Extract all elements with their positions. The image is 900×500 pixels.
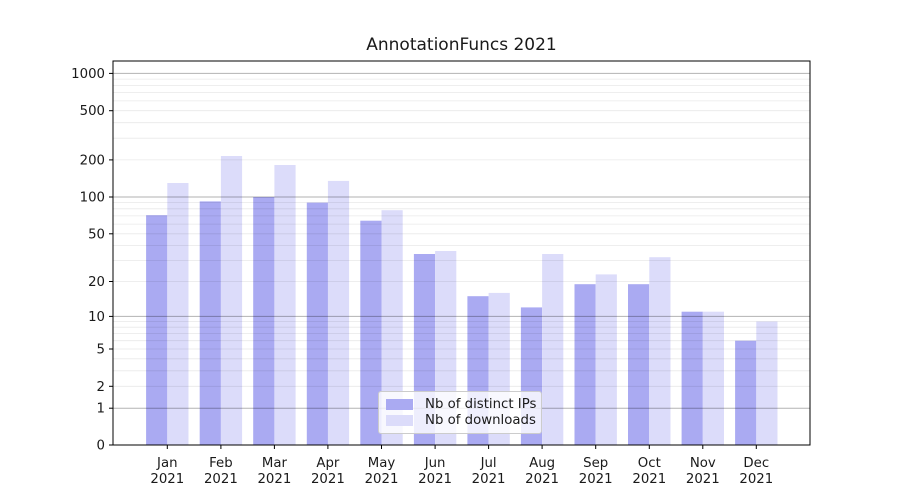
x-tick-label-year: 2021 [257, 472, 291, 487]
x-tick-label-year: 2021 [472, 472, 506, 487]
y-tick-label: 2 [97, 380, 105, 395]
x-tick-label-month: Nov [690, 456, 716, 471]
bar-downloads-dec [756, 321, 778, 445]
x-tick-label-year: 2021 [525, 472, 559, 487]
legend-swatch-distinct-ips [386, 398, 413, 410]
bar-downloads-apr [327, 180, 350, 445]
bar-downloads-nov [702, 311, 724, 445]
bar-distinct-ips-feb [199, 201, 221, 445]
legend-label-downloads: Nb of downloads [425, 413, 536, 429]
bar-distinct-ips-jan [146, 215, 168, 445]
y-tick-label: 20 [88, 275, 105, 290]
bar-downloads-jan [167, 183, 189, 445]
x-tick-label-month: Aug [529, 456, 555, 471]
bar-distinct-ips-may [360, 220, 382, 445]
y-tick-label: 1 [97, 402, 105, 417]
bar-downloads-oct [649, 257, 671, 445]
x-tick-label-month: Oct [638, 456, 661, 471]
y-tick-label: 1000 [71, 67, 105, 82]
y-tick-label: 10 [88, 310, 105, 325]
x-tick-label-year: 2021 [311, 472, 345, 487]
bar-distinct-ips-mar [253, 197, 275, 445]
x-tick-label-year: 2021 [579, 472, 613, 487]
x-tick-label-year: 2021 [365, 472, 399, 487]
x-tick-label-month: Feb [209, 456, 233, 471]
y-tick-label: 50 [88, 227, 105, 242]
bar-distinct-ips-nov [681, 311, 703, 445]
x-tick-label-year: 2021 [632, 472, 666, 487]
x-tick-label-year: 2021 [150, 472, 184, 487]
x-tick-label-month: Jun [424, 456, 446, 471]
x-tick-label-month: May [368, 456, 396, 471]
bar-downloads-may [381, 210, 403, 445]
x-tick-label-year: 2021 [739, 472, 773, 487]
x-tick-label-month: Mar [262, 456, 288, 471]
legend-item-distinct-ips: Nb of distinct IPs [386, 396, 537, 412]
legend-item-downloads: Nb of downloads [386, 413, 536, 429]
x-tick-label-month: Dec [743, 456, 769, 471]
legend-label-distinct-ips: Nb of distinct IPs [425, 396, 537, 412]
bar-downloads-aug [542, 254, 564, 445]
x-tick-label-month: Sep [583, 456, 608, 471]
y-tick-label: 500 [80, 104, 105, 119]
y-tick-label: 100 [80, 191, 105, 206]
bar-distinct-ips-dec [735, 340, 757, 445]
x-tick-label-month: Jul [480, 456, 497, 471]
chart-title: AnnotationFuncs 2021 [366, 35, 557, 55]
legend: Nb of distinct IPs Nb of downloads [378, 391, 542, 434]
x-tick-label-year: 2021 [204, 472, 238, 487]
plot-border [112, 60, 811, 446]
bar-downloads-sep [595, 274, 617, 445]
bar-downloads-mar [274, 165, 296, 445]
bar-distinct-ips-oct [628, 284, 650, 445]
y-tick-label: 0 [97, 439, 105, 454]
x-tick-label-month: Jan [156, 456, 178, 471]
y-tick-label: 5 [97, 343, 105, 358]
bar-distinct-ips-apr [306, 202, 328, 445]
x-tick-label-year: 2021 [686, 472, 720, 487]
bar-distinct-ips-sep [574, 284, 596, 445]
x-tick-label-year: 2021 [418, 472, 452, 487]
bar-downloads-feb [220, 156, 243, 445]
legend-swatch-downloads [386, 415, 413, 427]
x-tick-label-month: Apr [316, 456, 340, 471]
y-tick-label: 200 [80, 153, 105, 168]
